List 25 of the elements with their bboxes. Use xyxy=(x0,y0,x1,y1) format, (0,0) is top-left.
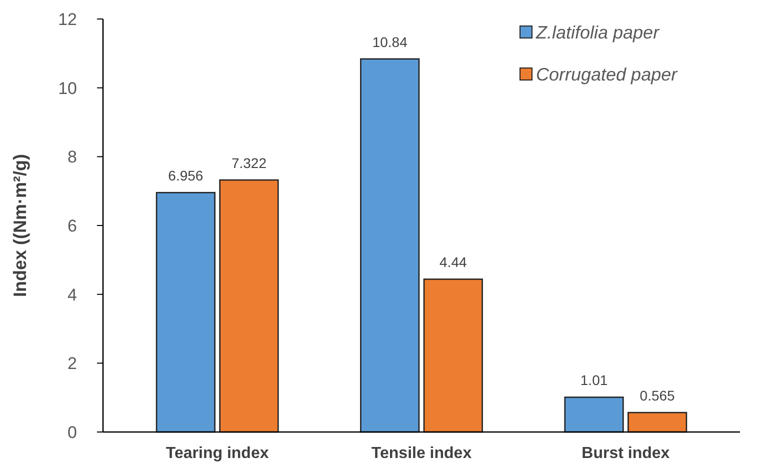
y-tick-label: 6 xyxy=(68,216,77,236)
bar xyxy=(219,179,279,433)
legend-label: Z.latifolia paper xyxy=(535,22,660,42)
data-label: 10.84 xyxy=(372,34,408,50)
legend-label: Corrugated paper xyxy=(536,64,678,84)
data-label: 0.565 xyxy=(640,388,676,404)
bar xyxy=(360,58,420,433)
y-tick-label: 12 xyxy=(58,10,77,29)
y-tick-label: 4 xyxy=(68,285,77,304)
bar xyxy=(628,412,688,433)
x-tick-label: Burst index xyxy=(582,445,670,462)
y-tick-label: 10 xyxy=(58,78,77,98)
data-label: 7.322 xyxy=(231,155,267,171)
bar xyxy=(156,192,216,433)
x-tick-label: Tearing index xyxy=(166,445,269,462)
y-tick-label: 8 xyxy=(68,148,77,167)
y-tick-label: 0 xyxy=(68,422,77,442)
data-label: 6.956 xyxy=(168,168,204,184)
y-axis-title: Index ((Nm·m²/g) xyxy=(10,154,30,297)
y-tick-label: 2 xyxy=(68,354,77,374)
data-label: 1.01 xyxy=(580,372,608,388)
data-label: 4.44 xyxy=(440,254,467,270)
bar xyxy=(423,278,483,433)
x-tick-label: Tensile index xyxy=(371,445,472,462)
bar xyxy=(564,396,624,433)
